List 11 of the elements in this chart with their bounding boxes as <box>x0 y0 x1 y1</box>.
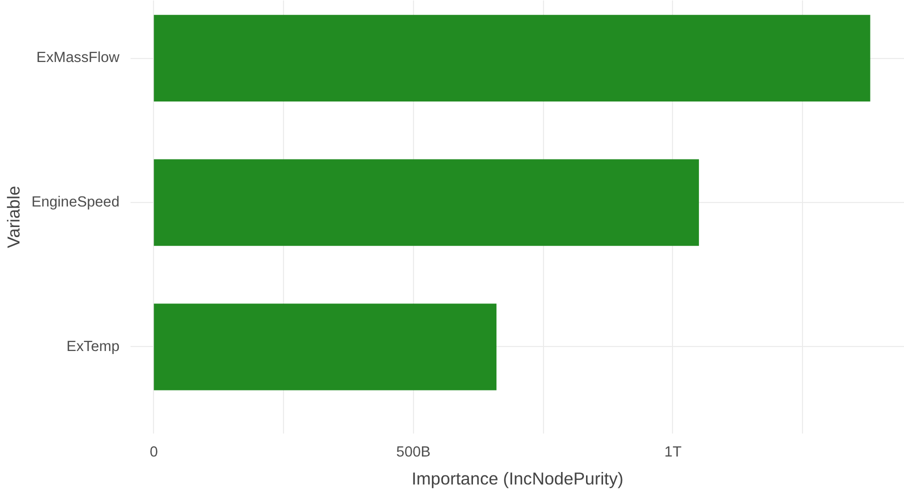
x-tick-label: 500B <box>396 444 431 460</box>
y-tick-label: ExMassFlow <box>36 50 120 66</box>
y-axis-title: Variable <box>3 186 24 248</box>
x-axis-title: Importance (IncNodePurity) <box>412 468 624 488</box>
y-tick-label: EngineSpeed <box>31 194 120 211</box>
bar <box>154 14 870 102</box>
bar <box>154 304 496 390</box>
x-tick-label: 0 <box>150 444 158 460</box>
bar <box>154 159 699 246</box>
y-tick-label: ExTemp <box>66 338 120 355</box>
x-tick-label: 1T <box>664 444 682 460</box>
